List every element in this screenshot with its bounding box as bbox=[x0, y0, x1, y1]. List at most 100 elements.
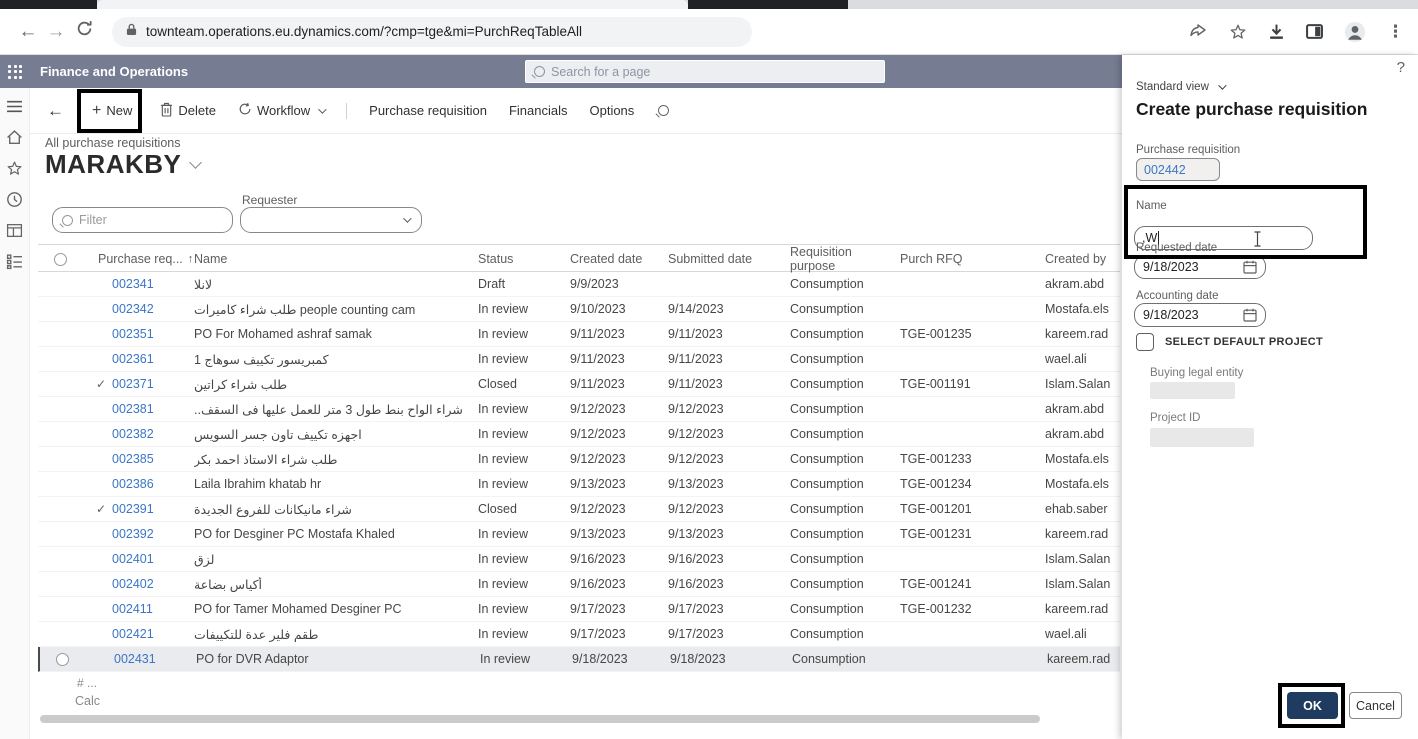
requisition-link[interactable]: 002385 bbox=[112, 452, 154, 466]
requisition-link[interactable]: 002392 bbox=[112, 527, 154, 541]
table-row[interactable]: 002361 كمبريسور تكييف سوهاج 1 In review … bbox=[38, 347, 1120, 372]
browser-forward-icon[interactable]: → bbox=[46, 20, 66, 42]
requisition-link[interactable]: 002421 bbox=[112, 627, 154, 641]
table-row[interactable]: 002401 لزق In review 9/16/2023 9/16/2023… bbox=[38, 547, 1120, 572]
back-arrow-icon[interactable]: ← bbox=[47, 100, 64, 120]
column-submitted-date[interactable]: Submitted date bbox=[668, 252, 753, 266]
column-requisition-purpose[interactable]: Requisition purpose bbox=[790, 245, 852, 273]
share-icon[interactable] bbox=[1190, 23, 1208, 40]
table-row[interactable]: ✓ 002391 شراء مانيكانات للفروع الجديدة C… bbox=[38, 497, 1120, 522]
cancel-button[interactable]: Cancel bbox=[1349, 692, 1402, 719]
table-row[interactable]: 002385 طلب شراء الاستاذ احمد بكر In revi… bbox=[38, 447, 1120, 472]
name-input[interactable]: ,W bbox=[1134, 226, 1313, 250]
column-name[interactable]: Name bbox=[194, 252, 228, 266]
favorites-star-icon[interactable] bbox=[6, 160, 23, 177]
submitted-date: 9/17/2023 bbox=[668, 602, 724, 616]
requisition-link[interactable]: 002341 bbox=[112, 277, 154, 291]
horizontal-scrollbar[interactable] bbox=[40, 715, 1040, 723]
filter-input[interactable] bbox=[79, 213, 223, 227]
requisition-link[interactable]: 002381 bbox=[112, 402, 154, 416]
requisition-link[interactable]: 002402 bbox=[112, 577, 154, 591]
d365-header: Finance and Operations bbox=[0, 55, 1122, 88]
delete-button-label: Delete bbox=[178, 103, 216, 118]
page-search-input[interactable] bbox=[551, 64, 876, 79]
financials-menu[interactable]: Financials bbox=[509, 103, 568, 118]
requisition-link[interactable]: 002351 bbox=[112, 327, 154, 341]
requisition-purpose: Consumption bbox=[790, 577, 864, 591]
requester-dropdown[interactable] bbox=[240, 207, 422, 233]
filter-search-icon bbox=[62, 214, 73, 226]
requisition-name: طقم فلير عدة للتكييفات bbox=[194, 627, 319, 642]
column-purchase-req[interactable]: Purchase req... ↑ bbox=[82, 252, 194, 266]
table-row[interactable]: 002421 طقم فلير عدة للتكييفات In review … bbox=[38, 622, 1120, 647]
table-row[interactable]: 002342 طلب شراء كاميرات people counting … bbox=[38, 297, 1120, 322]
accounting-date-input[interactable]: 9/18/2023 bbox=[1134, 303, 1266, 327]
column-purchase-req-label: Purchase req... bbox=[98, 252, 183, 266]
requisition-purpose: Consumption bbox=[790, 302, 864, 316]
recent-clock-icon[interactable] bbox=[6, 191, 23, 208]
select-default-project-checkbox[interactable] bbox=[1136, 333, 1154, 351]
column-created-by[interactable]: Created by bbox=[1045, 252, 1107, 266]
requisition-link[interactable]: 002371 bbox=[112, 377, 154, 391]
help-icon[interactable]: ? bbox=[1396, 59, 1405, 76]
requisition-link[interactable]: 002382 bbox=[112, 427, 154, 441]
column-status[interactable]: Status bbox=[478, 252, 514, 266]
row-radio[interactable] bbox=[55, 652, 69, 666]
workflow-menu-button[interactable]: Workflow bbox=[238, 102, 327, 119]
download-icon[interactable] bbox=[1268, 23, 1285, 40]
options-menu[interactable]: Options bbox=[589, 103, 634, 118]
title-chevron-down-icon[interactable] bbox=[189, 156, 203, 169]
requisition-link[interactable]: 002431 bbox=[114, 652, 156, 666]
home-icon[interactable] bbox=[6, 129, 23, 146]
submitted-date: 9/12/2023 bbox=[668, 402, 724, 416]
table-row[interactable]: 002431 PO for DVR Adaptor In review 9/18… bbox=[38, 647, 1120, 672]
split-screen-icon[interactable] bbox=[1306, 23, 1323, 40]
trash-icon bbox=[160, 102, 173, 120]
view-selector[interactable]: Standard view bbox=[1136, 81, 1227, 93]
requested-date-input[interactable]: 9/18/2023 bbox=[1134, 255, 1266, 279]
requisition-link[interactable]: 002401 bbox=[112, 552, 154, 566]
app-launcher-waffle-icon[interactable] bbox=[0, 55, 30, 88]
hamburger-menu-icon[interactable] bbox=[6, 98, 23, 115]
requisition-link[interactable]: 002361 bbox=[112, 352, 154, 366]
modules-list-icon[interactable] bbox=[6, 253, 23, 270]
column-purch-rfq[interactable]: Purch RFQ bbox=[900, 252, 963, 266]
column-created-date[interactable]: Created date bbox=[570, 252, 643, 266]
requisition-status: Closed bbox=[478, 502, 517, 516]
address-bar[interactable]: townteam.operations.eu.dynamics.com/?cmp… bbox=[112, 16, 752, 47]
table-row[interactable]: 002402 أكياس بضاعة In review 9/16/2023 9… bbox=[38, 572, 1120, 597]
table-row[interactable]: 002382 اجهزه تكييف تاون جسر السويس In re… bbox=[38, 422, 1120, 447]
panel-title: Create purchase requisition bbox=[1136, 99, 1368, 119]
purch-rfq: TGE-001241 bbox=[900, 577, 972, 591]
sort-ascending-icon: ↑ bbox=[187, 253, 194, 265]
page-search-box[interactable] bbox=[525, 60, 885, 83]
table-row[interactable]: 002351 PO For Mohamed ashraf samak In re… bbox=[38, 322, 1120, 347]
table-row[interactable]: ✓ 002371 طلب شراء كراتين Closed 9/11/202… bbox=[38, 372, 1120, 397]
browser-back-icon[interactable]: ← bbox=[18, 20, 38, 42]
table-row[interactable]: 002386 Laila Ibrahim khatab hr In review… bbox=[38, 472, 1120, 497]
calendar-icon bbox=[1243, 260, 1257, 274]
requisition-name: كمبريسور تكييف سوهاج 1 bbox=[194, 352, 329, 367]
browser-menu-dots-icon[interactable]: ⋮ bbox=[1387, 21, 1404, 41]
requisition-link[interactable]: 002391 bbox=[112, 502, 154, 516]
bookmark-star-icon[interactable] bbox=[1229, 23, 1247, 41]
requisition-link[interactable]: 002386 bbox=[112, 477, 154, 491]
select-all-radio[interactable] bbox=[53, 252, 67, 266]
table-row[interactable]: 002341 لانلا Draft 9/9/2023 Consumption … bbox=[38, 272, 1120, 297]
workspace-form-icon[interactable] bbox=[6, 222, 23, 239]
purchase-requisition-menu[interactable]: Purchase requisition bbox=[369, 103, 487, 118]
ok-button[interactable]: OK bbox=[1278, 683, 1345, 728]
filter-box[interactable] bbox=[52, 207, 233, 233]
action-search-icon[interactable] bbox=[658, 105, 670, 116]
requisition-link[interactable]: 002342 bbox=[112, 302, 154, 316]
new-button[interactable]: + New bbox=[77, 88, 143, 133]
requisition-purpose: Consumption bbox=[790, 602, 864, 616]
table-row[interactable]: 002381 ..شراء الواح بنط طول 3 متر للعمل … bbox=[38, 397, 1120, 422]
profile-avatar-icon[interactable] bbox=[1344, 21, 1366, 43]
browser-toolbar: ← → townteam.operations.eu.dynamics.com/… bbox=[0, 9, 1418, 55]
table-row[interactable]: 002411 PO for Tamer Mohamed Desginer PC … bbox=[38, 597, 1120, 622]
requisition-link[interactable]: 002411 bbox=[112, 602, 153, 616]
browser-reload-icon[interactable] bbox=[70, 20, 98, 43]
table-row[interactable]: 002392 PO for Desginer PC Mostafa Khaled… bbox=[38, 522, 1120, 547]
delete-button[interactable]: Delete bbox=[160, 102, 216, 120]
